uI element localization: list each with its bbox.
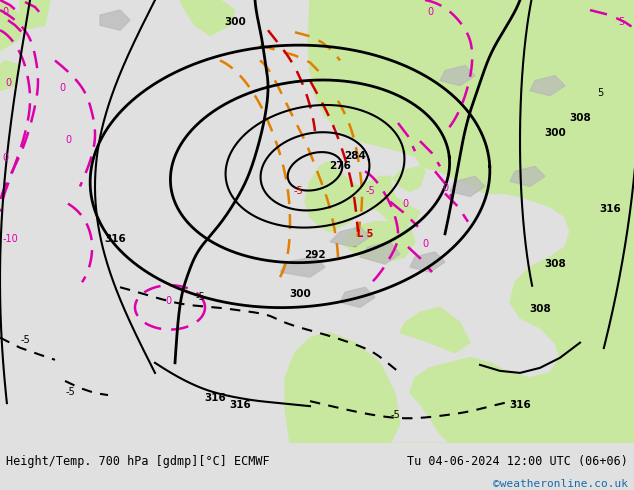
Text: 0: 0 (442, 183, 448, 194)
Polygon shape (0, 60, 20, 91)
Text: 316: 316 (104, 234, 126, 244)
Text: -5: -5 (365, 186, 375, 196)
Text: 316: 316 (229, 400, 251, 410)
Text: 300: 300 (289, 289, 311, 299)
Polygon shape (100, 10, 130, 30)
Text: ©weatheronline.co.uk: ©weatheronline.co.uk (493, 479, 628, 490)
Polygon shape (510, 166, 545, 187)
Text: 0: 0 (165, 296, 171, 306)
Polygon shape (305, 0, 634, 232)
Text: 5: 5 (597, 88, 603, 98)
Text: 0: 0 (422, 239, 428, 249)
Text: -5: -5 (65, 387, 75, 397)
Text: 316: 316 (204, 393, 226, 403)
Text: 308: 308 (544, 259, 566, 269)
Polygon shape (450, 176, 485, 196)
Polygon shape (285, 333, 400, 443)
Text: 0: 0 (2, 7, 8, 17)
Polygon shape (410, 252, 445, 272)
Polygon shape (400, 307, 470, 353)
Text: 300: 300 (544, 128, 566, 138)
Text: 5: 5 (618, 17, 624, 27)
Text: 0: 0 (5, 78, 11, 88)
Polygon shape (280, 257, 325, 277)
Text: 0: 0 (427, 7, 433, 17)
Text: 0: 0 (59, 83, 65, 93)
Polygon shape (0, 0, 25, 50)
Polygon shape (20, 0, 50, 30)
Polygon shape (530, 75, 565, 96)
Text: 0: 0 (402, 198, 408, 209)
Text: 300: 300 (224, 17, 246, 27)
Polygon shape (180, 0, 235, 35)
Polygon shape (340, 287, 375, 307)
Text: 308: 308 (569, 113, 591, 123)
Polygon shape (340, 222, 415, 262)
Text: 308: 308 (529, 304, 551, 315)
Text: -5: -5 (293, 186, 303, 196)
Text: 284: 284 (344, 151, 366, 161)
Text: 0: 0 (65, 135, 71, 145)
Text: Tu 04-06-2024 12:00 UTC (06+06): Tu 04-06-2024 12:00 UTC (06+06) (407, 455, 628, 467)
Text: -5: -5 (195, 293, 205, 302)
Text: -5: -5 (390, 410, 400, 420)
Text: 0: 0 (2, 153, 8, 163)
Polygon shape (440, 66, 475, 86)
Text: Height/Temp. 700 hPa [gdmp][°C] ECMWF: Height/Temp. 700 hPa [gdmp][°C] ECMWF (6, 455, 270, 467)
Text: L 5: L 5 (357, 229, 373, 239)
Text: -10: -10 (3, 234, 19, 244)
Polygon shape (410, 0, 634, 443)
Text: -5: -5 (20, 335, 30, 344)
Text: 292: 292 (304, 250, 326, 260)
Polygon shape (360, 242, 400, 264)
Text: 316: 316 (599, 204, 621, 214)
Polygon shape (310, 227, 634, 443)
Text: 276: 276 (329, 161, 351, 172)
Polygon shape (330, 227, 370, 247)
Text: 316: 316 (509, 400, 531, 410)
